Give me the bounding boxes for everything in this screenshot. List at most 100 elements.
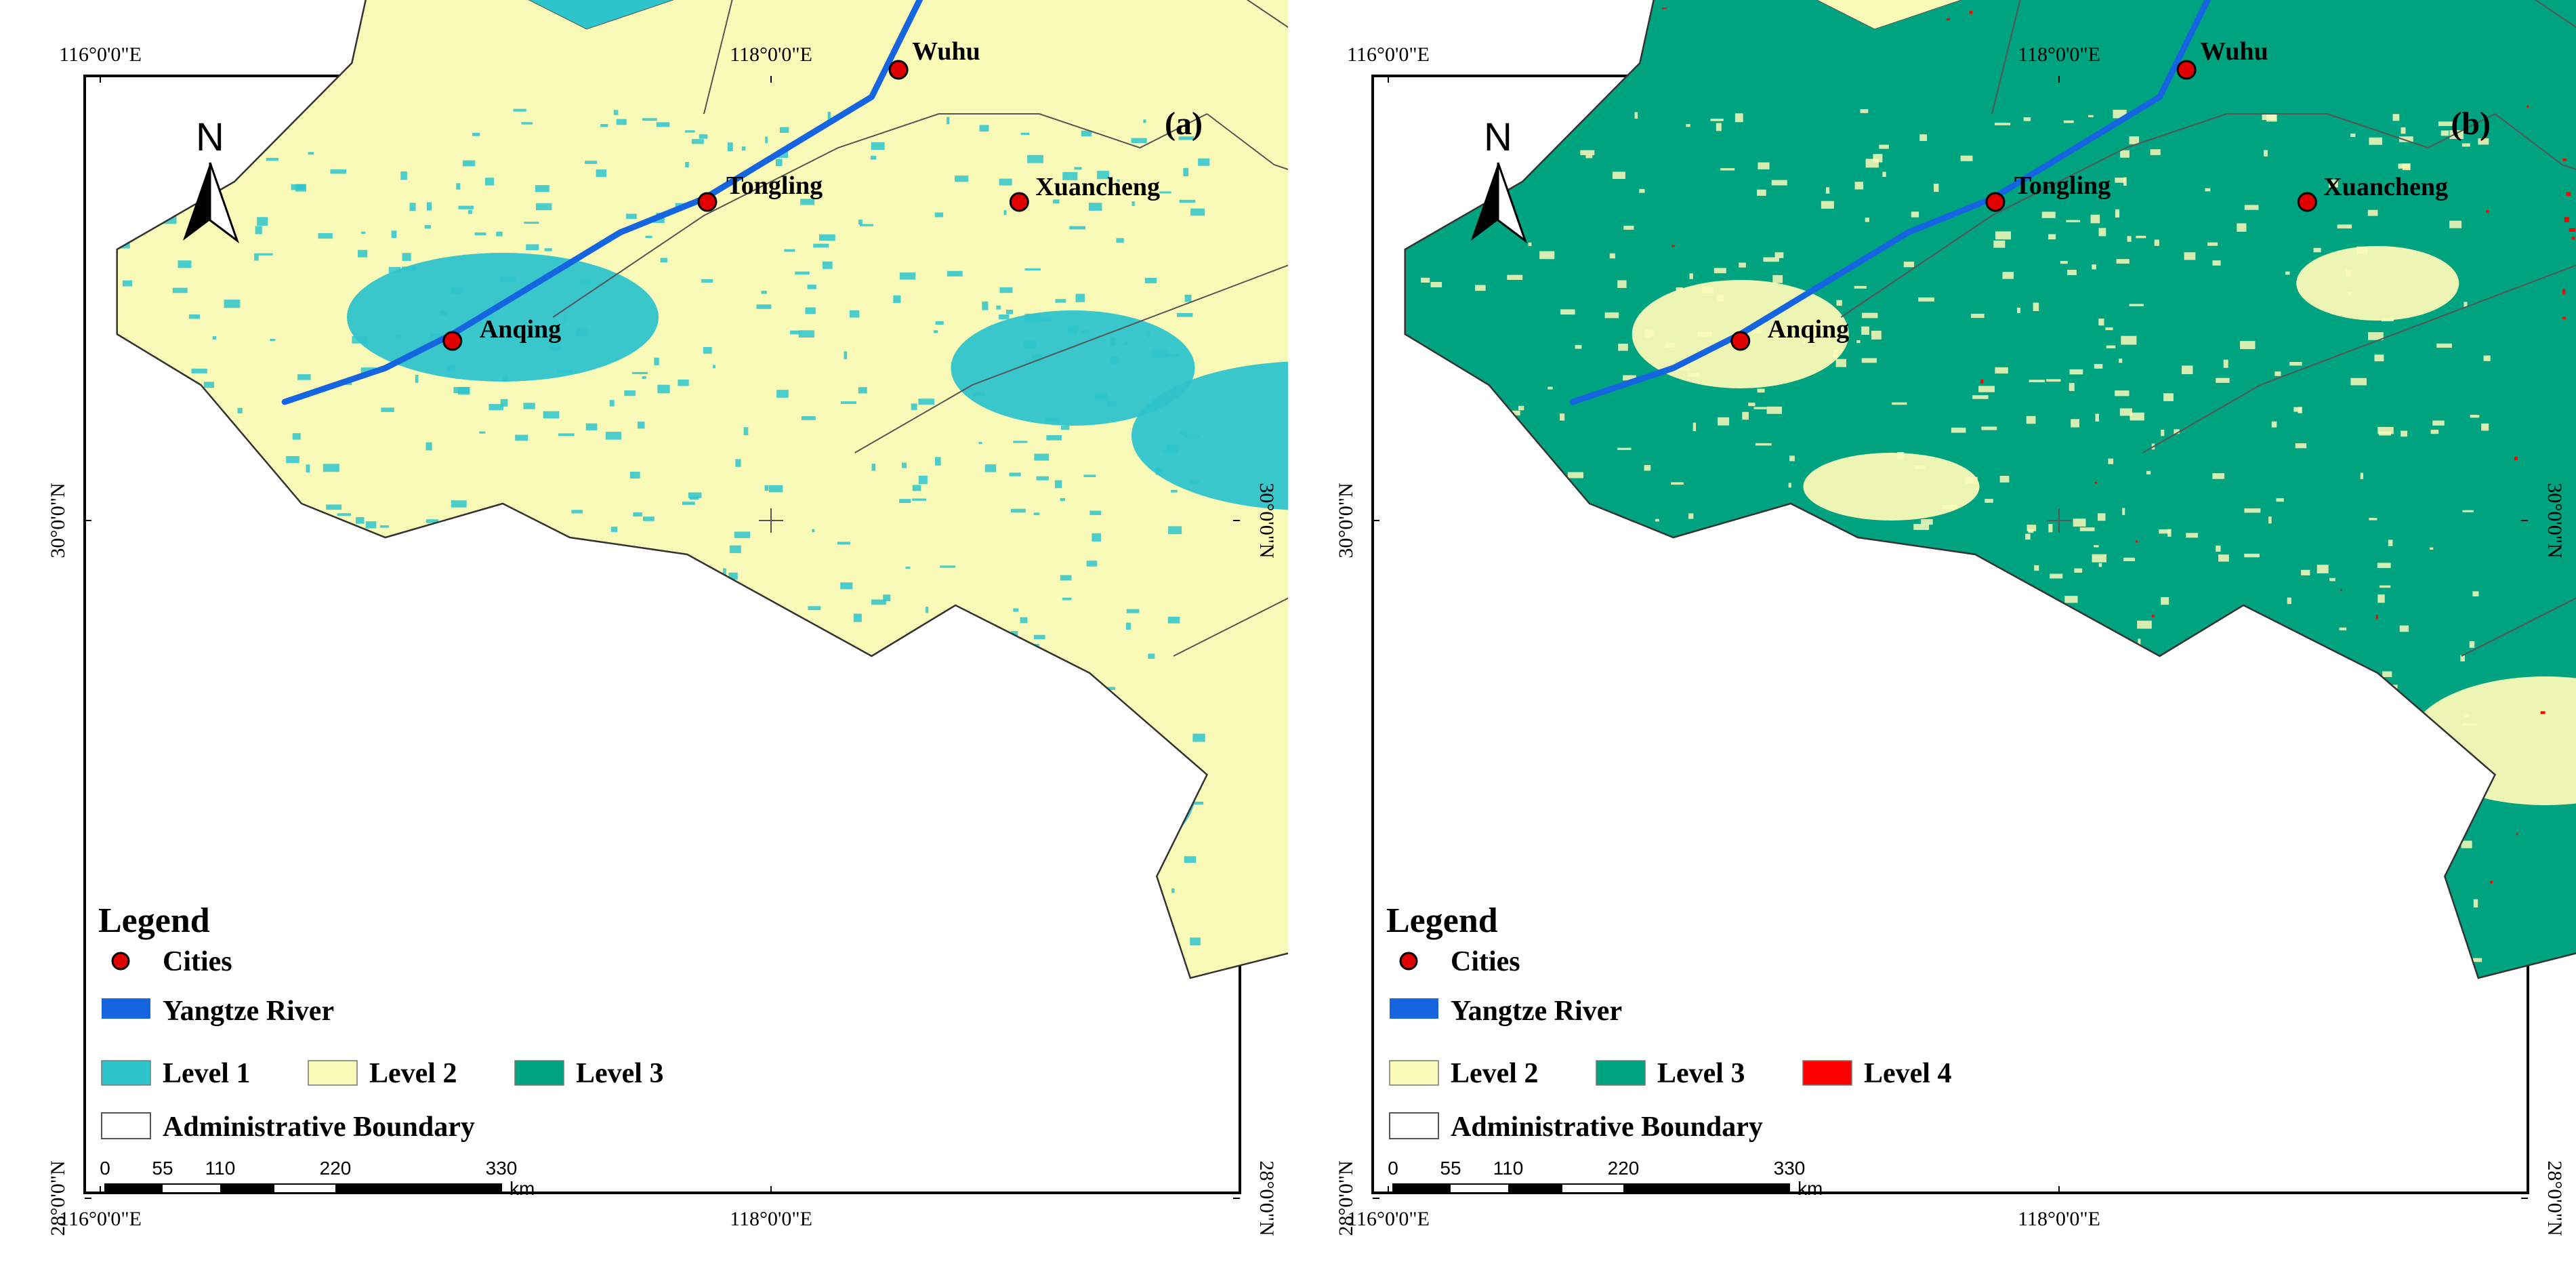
- texture-speck: [840, 582, 853, 590]
- level4-speck: [1662, 7, 1667, 9]
- texture-speck: [871, 599, 886, 605]
- scale-tick-label: 55: [1440, 1158, 1461, 1179]
- texture-speck: [765, 136, 768, 144]
- texture-speck: [2374, 354, 2384, 362]
- texture-speck: [918, 399, 935, 405]
- texture-speck: [1171, 489, 1178, 493]
- map-panel-b: YanchengYangzhouTaizhouChuzhouZhenjiangN…: [1288, 0, 2576, 1283]
- city-label: Xuancheng: [2323, 173, 2448, 201]
- texture-speck: [642, 376, 646, 379]
- texture-speck: [257, 217, 268, 226]
- legend-boundary-label: Administrative Boundary: [1451, 1112, 1763, 1143]
- texture-speck: [768, 485, 783, 493]
- texture-speck: [978, 442, 982, 445]
- texture-speck: [1179, 199, 1196, 203]
- texture-speck: [2392, 114, 2400, 121]
- texture-speck: [468, 209, 472, 214]
- texture-speck: [596, 169, 607, 177]
- texture-speck: [2094, 364, 2103, 369]
- texture-speck: [643, 516, 655, 521]
- texture-speck: [1618, 344, 1628, 351]
- texture-speck: [999, 287, 1013, 293]
- texture-speck: [485, 178, 495, 186]
- texture-speck: [2377, 563, 2391, 569]
- texture-speck: [1074, 167, 1082, 170]
- texture-speck: [224, 300, 241, 308]
- texture-speck: [1747, 325, 1762, 333]
- texture-speck: [1821, 201, 1834, 209]
- texture-speck: [1757, 388, 1765, 393]
- texture-speck: [871, 155, 877, 160]
- texture-speck: [1713, 268, 1726, 274]
- texture-speck: [2002, 272, 2014, 279]
- texture-speck: [474, 232, 486, 236]
- texture-speck: [642, 118, 657, 121]
- legend-level-label: Level 1: [163, 1058, 250, 1089]
- scale-segment-white: [1451, 1186, 1505, 1191]
- texture-speck: [1003, 210, 1007, 216]
- texture-speck: [2244, 205, 2259, 210]
- texture-speck: [1167, 354, 1180, 357]
- texture-speck: [2240, 341, 2256, 350]
- texture-speck: [1686, 124, 1690, 127]
- map-panel-a: YanchengYangzhouTaizhouChuzhouZhenjiangN…: [47, 0, 1288, 1236]
- texture-speck: [123, 280, 133, 287]
- texture-speck: [1054, 480, 1062, 489]
- texture-speck: [849, 310, 860, 318]
- texture-speck: [1076, 325, 1079, 331]
- city-marker: [442, 331, 463, 351]
- texture-speck: [2129, 304, 2144, 306]
- texture-speck: [1089, 510, 1102, 515]
- texture-speck: [2377, 426, 2394, 434]
- texture-speck: [912, 498, 926, 501]
- texture-speck: [699, 134, 708, 139]
- texture-speck: [926, 607, 929, 613]
- texture-speck: [735, 459, 741, 467]
- texture-speck: [883, 594, 891, 601]
- texture-speck: [1934, 184, 1939, 192]
- texture-speck: [1117, 179, 1120, 182]
- texture-speck: [2182, 365, 2193, 375]
- legend-level-label: Level 3: [1657, 1058, 1745, 1089]
- legend-city-symbol: [111, 952, 130, 971]
- texture-speck: [935, 321, 944, 325]
- legend-level-label: Level 3: [576, 1058, 663, 1089]
- texture-speck: [2046, 379, 2061, 382]
- texture-speck: [2174, 429, 2180, 434]
- texture-speck: [424, 225, 431, 229]
- texture-speck: [1995, 123, 2011, 125]
- texture-speck: [1755, 443, 1772, 446]
- texture-speck: [947, 117, 950, 125]
- texture-speck: [1580, 150, 1595, 155]
- legend-city-symbol: [1399, 952, 1418, 971]
- texture-speck: [808, 606, 821, 611]
- level4-speck: [2340, 589, 2342, 591]
- city-label: Tongling: [726, 171, 823, 200]
- texture-speck: [1083, 474, 1096, 477]
- texture-speck: [800, 199, 815, 205]
- scale-tick-label: 0: [100, 1158, 110, 1179]
- texture-speck: [2069, 383, 2075, 391]
- level4-speck: [2151, 615, 2155, 617]
- texture-speck: [2461, 840, 2472, 849]
- lon-label-bottom: 118°0'0"E: [2018, 1208, 2100, 1230]
- texture-speck: [2067, 270, 2077, 275]
- texture-speck: [451, 287, 463, 294]
- texture-speck: [912, 485, 921, 491]
- texture-speck: [1789, 455, 1795, 462]
- texture-speck: [776, 390, 789, 398]
- texture-speck: [1575, 345, 1582, 349]
- city-marker: [1730, 331, 1751, 351]
- texture-speck: [1716, 123, 1722, 131]
- texture-speck: [1825, 187, 1830, 194]
- scale-tick-label: 0: [1388, 1158, 1398, 1179]
- texture-speck: [935, 457, 941, 466]
- texture-speck: [1776, 333, 1787, 340]
- texture-speck: [1010, 508, 1026, 513]
- texture-speck: [2460, 655, 2465, 661]
- city-label: Tongling: [2014, 171, 2111, 200]
- texture-speck: [1034, 453, 1050, 461]
- texture-speck: [2121, 335, 2137, 345]
- texture-patch: [951, 310, 1195, 426]
- texture-speck: [2060, 261, 2068, 264]
